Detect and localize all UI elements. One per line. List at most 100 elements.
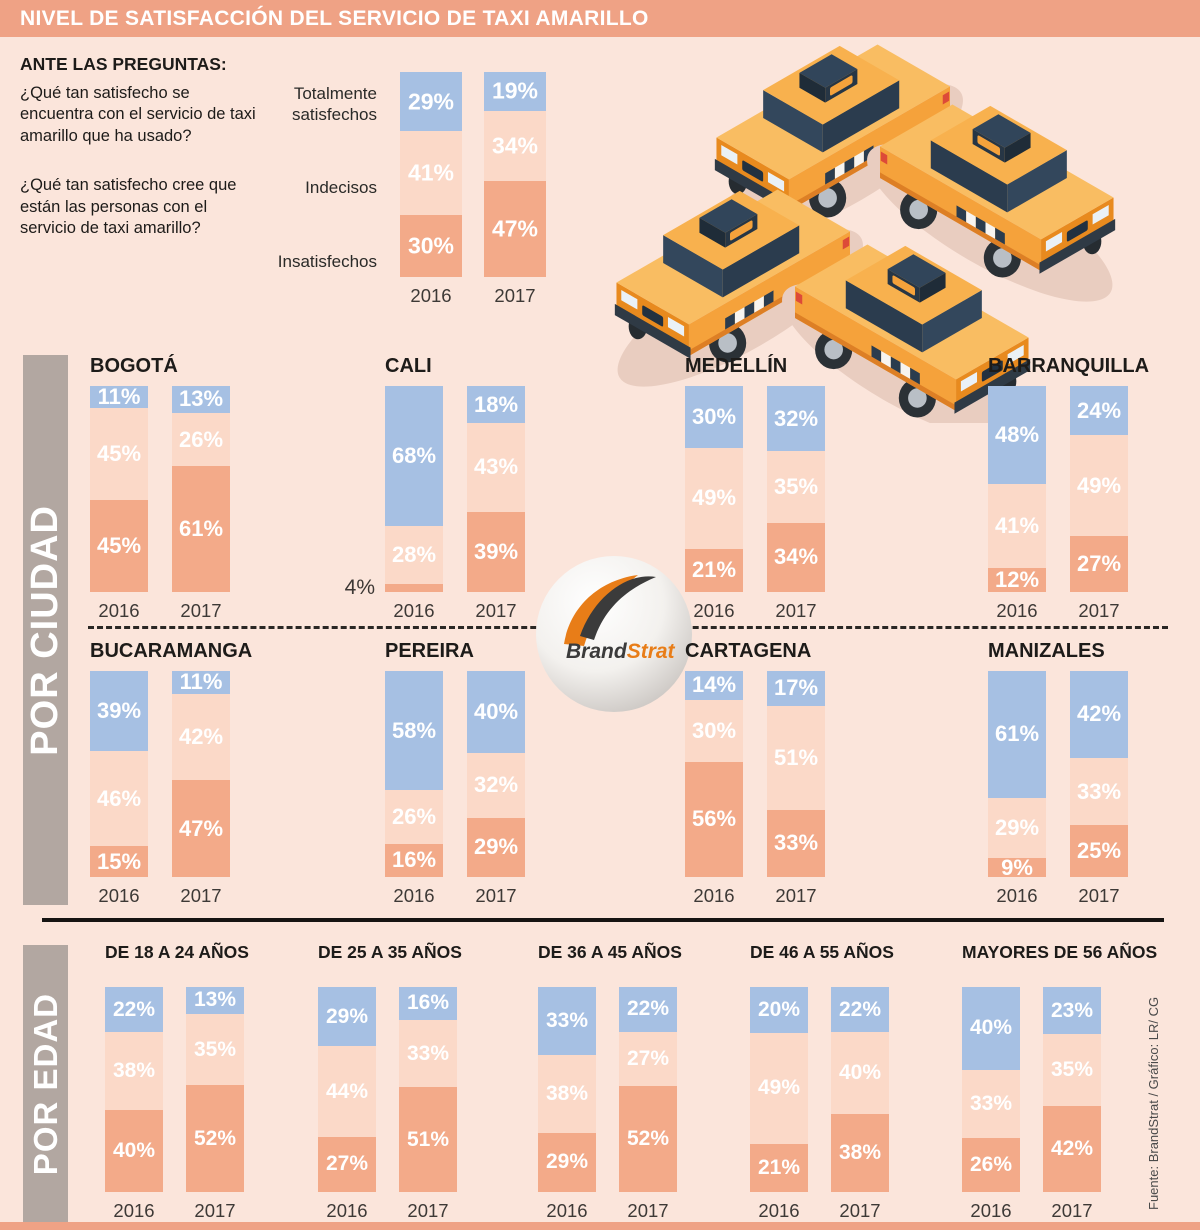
segment-value-label: 27%: [1076, 551, 1122, 577]
segment-totalmente-satisfechos: 17%: [767, 671, 825, 706]
segment-value-label: 35%: [1050, 1058, 1094, 1082]
logo-sphere: [536, 556, 692, 712]
segment-value-label: 49%: [757, 1076, 801, 1100]
segment-insatisfechos: 30%: [400, 215, 462, 277]
segment-insatisfechos: 27%: [1070, 536, 1128, 592]
group-title: MAYORES DE 56 AÑOS: [962, 942, 1158, 962]
segment-indecisos: 51%: [767, 705, 825, 810]
segment-insatisfechos: 47%: [172, 780, 230, 877]
segment-value-label: 27%: [626, 1047, 670, 1071]
years-row: 2016 2017: [318, 1200, 462, 1222]
overall-chart: 29% 41% 30% 19% 34% 47% 2016 2017: [400, 72, 546, 307]
group-title: CALI: [385, 355, 432, 377]
segment-value-label: 33%: [545, 1008, 589, 1032]
segment-totalmente-satisfechos: 22%: [619, 987, 677, 1032]
stacked-bar-2017: 19% 34% 47%: [484, 72, 546, 277]
sidebar-por-edad: POR EDAD: [23, 945, 68, 1223]
segment-indecisos: 33%: [399, 1019, 457, 1088]
segment-totalmente-satisfechos: 40%: [962, 987, 1020, 1070]
segment-value-label: 42%: [1076, 701, 1122, 727]
segment-insatisfechos: 39%: [467, 511, 525, 592]
stacked-bar-2016: 61% 29% 9%: [988, 671, 1046, 880]
segment-totalmente-satisfechos: 48%: [988, 386, 1046, 484]
segment-totalmente-satisfechos: 16%: [399, 987, 457, 1020]
segment-value-label: 41%: [407, 159, 455, 186]
logo-swoosh-dark: [580, 576, 656, 640]
segment-totalmente-satisfechos: 19%: [484, 72, 546, 111]
segment-value-label: 28%: [391, 541, 437, 567]
segment-totalmente-satisfechos: 23%: [1043, 987, 1101, 1035]
segment-indecisos: 49%: [1070, 435, 1128, 537]
segment-value-label: 24%: [1076, 397, 1122, 423]
year-label: 2016: [113, 1200, 155, 1221]
segment-insatisfechos: 27%: [318, 1136, 376, 1192]
group-title: MANIZALES: [988, 640, 1105, 662]
segment-value-label: 26%: [391, 804, 437, 830]
intro-heading: ANTE LAS PREGUNTAS:: [20, 54, 227, 74]
bars-row: 61% 29% 9% 42% 33% 25%: [988, 671, 1128, 880]
segment-value-label: 32%: [773, 405, 819, 431]
segment-value-label: 29%: [473, 834, 519, 860]
year-label: 2017: [180, 885, 222, 906]
sidebar-por-ciudad-label: POR CIUDAD: [24, 504, 66, 756]
year-label: 2016: [98, 600, 140, 621]
segment-value-label: 27%: [325, 1152, 369, 1176]
year-label: 2017: [194, 1200, 236, 1221]
segment-indecisos: 30%: [685, 699, 743, 762]
segment-value-label: 34%: [491, 132, 539, 159]
years-row: 2016 2017: [750, 1200, 894, 1222]
segment-value-label: 26%: [178, 426, 224, 452]
segment-insatisfechos: 51%: [399, 1087, 457, 1192]
section-divider: [42, 918, 1164, 922]
segment-indecisos: 41%: [400, 131, 462, 216]
segment-value-label: 19%: [491, 77, 539, 104]
stacked-bar-2017: 42% 33% 25%: [1070, 671, 1128, 877]
segment-value-label: 33%: [773, 830, 819, 856]
segment-indecisos: 26%: [172, 412, 230, 467]
segment-value-label: 22%: [112, 997, 156, 1021]
stacked-bar-2016: 40% 33% 26%: [962, 987, 1020, 1192]
sidebar-por-ciudad: POR CIUDAD: [23, 355, 68, 905]
segment-value-label: 68%: [391, 443, 437, 469]
stacked-bar-2016: 30% 49% 21%: [685, 386, 743, 592]
segment-value-label: 26%: [969, 1153, 1013, 1177]
segment-insatisfechos: 47%: [484, 180, 546, 277]
segment-totalmente-satisfechos: 40%: [467, 671, 525, 753]
city-group: BOGOTÁ 11% 45% 45% 13% 26% 61% 2016 2017: [90, 355, 230, 622]
segment-value-label: 14%: [691, 672, 737, 698]
segment-value-label: 22%: [626, 997, 670, 1021]
year-label: 2017: [494, 285, 536, 306]
stacked-bar-2017: 16% 33% 51%: [399, 987, 457, 1192]
segment-value-label: 43%: [473, 454, 519, 480]
stacked-bar-2016: 14% 30% 56%: [685, 671, 743, 877]
taxi-icon-right: [847, 104, 1132, 330]
segment-insatisfechos: 29%: [538, 1132, 596, 1192]
stacked-bar-2017: 18% 43% 39%: [467, 386, 525, 592]
segment-totalmente-satisfechos: 58%: [385, 671, 443, 791]
stacked-bar-2017: 17% 51% 33%: [767, 671, 825, 877]
group-title: DE 46 A 55 AÑOS: [750, 942, 894, 962]
taxi-icon-top: [698, 44, 983, 270]
year-label: 2016: [693, 600, 735, 621]
segment-value-label: 15%: [96, 848, 142, 874]
segment-indecisos: 29%: [988, 797, 1046, 859]
segment-insatisfechos: 40%: [105, 1109, 163, 1192]
segment-value-label: 38%: [545, 1081, 589, 1105]
segment-indecisos: 49%: [685, 447, 743, 549]
segment-totalmente-satisfechos: 14%: [685, 671, 743, 700]
stacked-bar-2016: 58% 26% 16%: [385, 671, 443, 877]
stacked-bar-2016: 29% 41% 30%: [400, 72, 462, 277]
segment-totalmente-satisfechos: 20%: [750, 987, 808, 1033]
segment-value-label: 11%: [179, 669, 223, 695]
years-row: 2016 2017: [685, 885, 825, 907]
legend-label-undecided: Indecisos: [305, 178, 377, 197]
segment-value-label: 42%: [1050, 1136, 1094, 1160]
segment-insatisfechos: 33%: [767, 809, 825, 877]
segment-value-label: 17%: [773, 675, 819, 701]
segment-indecisos: 32%: [467, 752, 525, 818]
segment-value-label: 33%: [1076, 778, 1122, 804]
segment-insatisfechos: 52%: [186, 1085, 244, 1192]
stacked-bar-2016: 11% 45% 45%: [90, 384, 148, 592]
group-title: PEREIRA: [385, 640, 474, 662]
